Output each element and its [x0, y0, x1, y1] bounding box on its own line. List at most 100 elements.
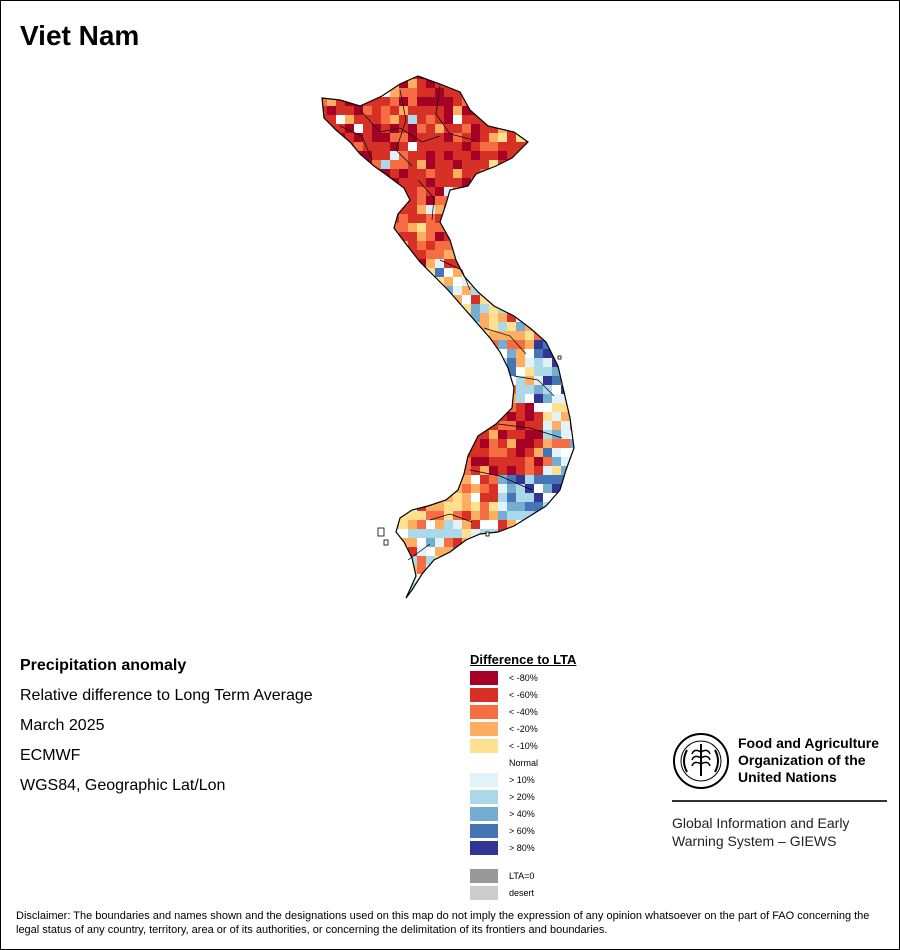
- anomaly-cell: [507, 277, 516, 286]
- anomaly-cell: [345, 367, 354, 376]
- anomaly-cell: [543, 358, 552, 367]
- anomaly-cell: [453, 439, 462, 448]
- anomaly-cell: [309, 448, 318, 457]
- anomaly-cell: [498, 277, 507, 286]
- anomaly-cell: [498, 493, 507, 502]
- anomaly-cell: [345, 169, 354, 178]
- anomaly-cell: [327, 502, 336, 511]
- anomaly-cell: [435, 421, 444, 430]
- anomaly-cell: [363, 331, 372, 340]
- anomaly-cell: [309, 88, 318, 97]
- anomaly-cell: [480, 466, 489, 475]
- anomaly-cell: [543, 421, 552, 430]
- giews-line: Global Information and Early: [672, 815, 850, 831]
- anomaly-cell: [354, 439, 363, 448]
- anomaly-cell: [561, 106, 570, 115]
- anomaly-cell: [408, 106, 417, 115]
- anomaly-cell: [363, 205, 372, 214]
- anomaly-cell: [453, 88, 462, 97]
- anomaly-cell: [534, 268, 543, 277]
- anomaly-cell: [327, 151, 336, 160]
- anomaly-cell: [426, 448, 435, 457]
- anomaly-cell: [417, 268, 426, 277]
- anomaly-cell: [372, 313, 381, 322]
- anomaly-cell: [570, 124, 574, 133]
- anomaly-cell: [534, 457, 543, 466]
- anomaly-cell: [507, 439, 516, 448]
- anomaly-cell: [327, 403, 336, 412]
- anomaly-cell: [354, 430, 363, 439]
- anomaly-cell: [444, 574, 453, 583]
- anomaly-cell: [300, 511, 309, 520]
- anomaly-cell: [534, 205, 543, 214]
- anomaly-cell: [561, 502, 570, 511]
- anomaly-cell: [462, 187, 471, 196]
- anomaly-cell: [390, 394, 399, 403]
- anomaly-cell: [498, 466, 507, 475]
- anomaly-cell: [408, 547, 417, 556]
- anomaly-cell: [426, 304, 435, 313]
- anomaly-cell: [516, 214, 525, 223]
- anomaly-cell: [300, 358, 309, 367]
- anomaly-cell: [372, 430, 381, 439]
- anomaly-cell: [390, 322, 399, 331]
- anomaly-cell: [322, 295, 327, 304]
- anomaly-cell: [381, 565, 390, 574]
- anomaly-cell: [462, 88, 471, 97]
- anomaly-cell: [309, 502, 318, 511]
- anomaly-cell: [309, 538, 318, 547]
- anomaly-cell: [327, 268, 336, 277]
- anomaly-cell: [300, 412, 309, 421]
- anomaly-cell: [480, 124, 489, 133]
- legend-item-desert: desert: [470, 886, 534, 900]
- anomaly-cell: [345, 76, 354, 79]
- anomaly-cell: [525, 412, 534, 421]
- anomaly-cell: [426, 592, 435, 598]
- anomaly-cell: [507, 565, 516, 574]
- anomaly-cell: [525, 268, 534, 277]
- anomaly-cell: [570, 88, 574, 97]
- anomaly-cell: [498, 421, 507, 430]
- anomaly-cell: [354, 529, 363, 538]
- anomaly-cell: [552, 430, 561, 439]
- anomaly-cell: [309, 484, 318, 493]
- anomaly-cell: [507, 484, 516, 493]
- anomaly-cell: [543, 250, 552, 259]
- anomaly-cell: [462, 421, 471, 430]
- anomaly-cell: [579, 178, 588, 187]
- anomaly-cell: [381, 223, 390, 232]
- anomaly-cell: [453, 196, 462, 205]
- giews-line: Warning System – GIEWS: [672, 833, 837, 849]
- anomaly-cell: [498, 385, 507, 394]
- anomaly-cell: [570, 547, 574, 556]
- anomaly-cell: [363, 430, 372, 439]
- anomaly-cell: [381, 124, 390, 133]
- anomaly-cell: [525, 187, 534, 196]
- anomaly-cell: [588, 313, 590, 322]
- anomaly-cell: [480, 286, 489, 295]
- anomaly-cell: [579, 286, 588, 295]
- anomaly-cell: [489, 394, 498, 403]
- anomaly-cell: [417, 493, 426, 502]
- anomaly-cell: [543, 115, 552, 124]
- anomaly-cell: [498, 286, 507, 295]
- anomaly-cell: [354, 331, 363, 340]
- anomaly-cell: [426, 286, 435, 295]
- anomaly-cell: [507, 340, 516, 349]
- anomaly-cell: [453, 151, 462, 160]
- anomaly-cell: [381, 358, 390, 367]
- anomaly-cell: [399, 403, 408, 412]
- anomaly-cell: [381, 313, 390, 322]
- anomaly-cell: [498, 475, 507, 484]
- anomaly-cell: [588, 601, 590, 605]
- anomaly-cell: [516, 97, 525, 106]
- anomaly-cell: [363, 475, 372, 484]
- anomaly-cell: [480, 214, 489, 223]
- anomaly-cell: [444, 448, 453, 457]
- anomaly-cell: [345, 448, 354, 457]
- anomaly-cell: [300, 232, 309, 241]
- anomaly-cell: [309, 115, 318, 124]
- legend-swatch: [470, 739, 498, 753]
- anomaly-cell: [588, 448, 590, 457]
- anomaly-cell: [318, 601, 327, 605]
